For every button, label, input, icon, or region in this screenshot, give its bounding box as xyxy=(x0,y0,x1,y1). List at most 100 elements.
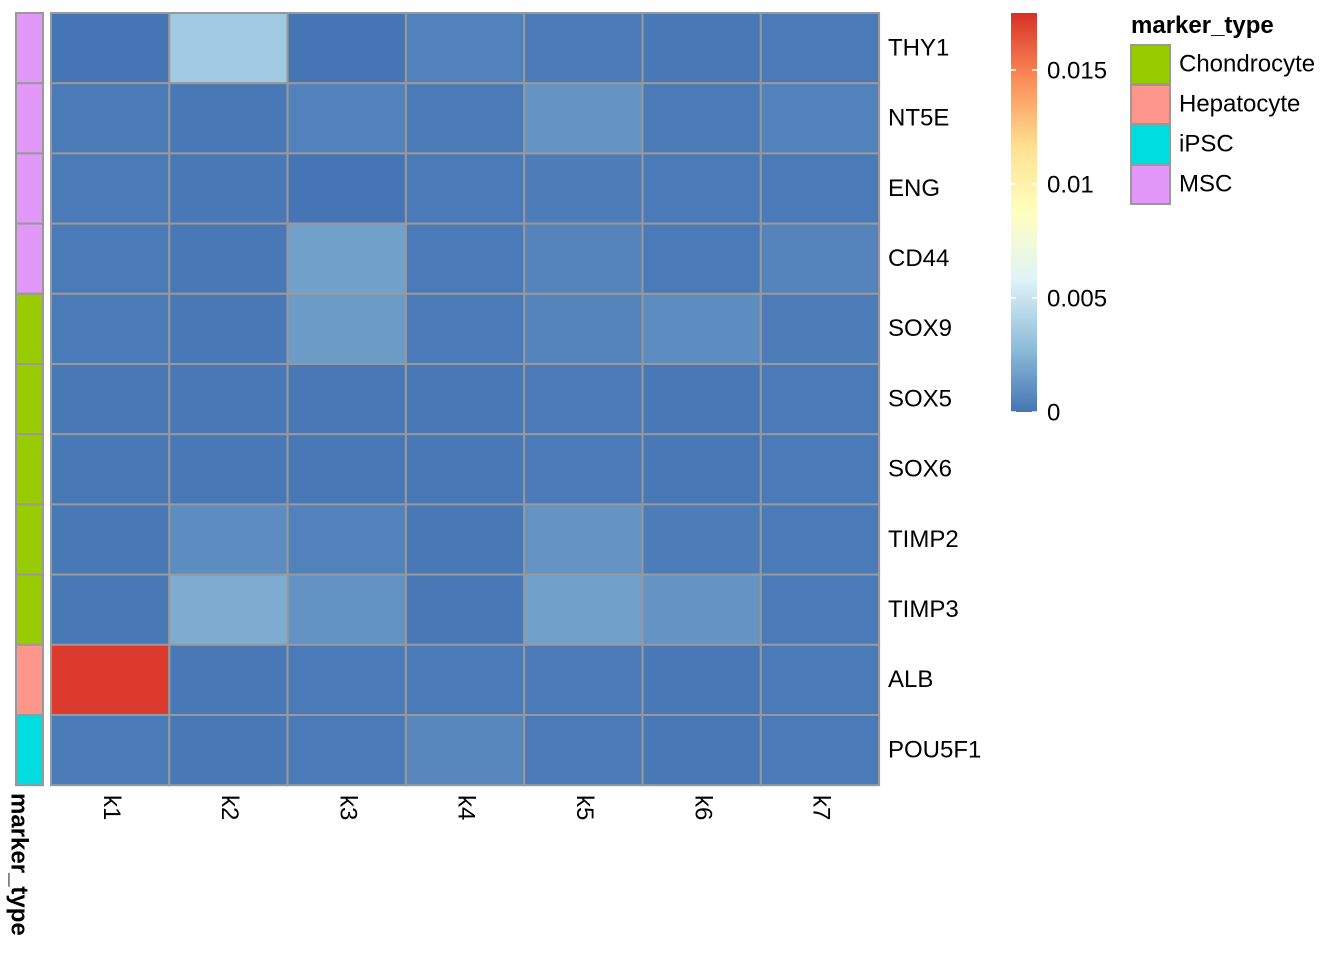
heatmap-cell-alb-k5 xyxy=(523,643,644,716)
heatmap-cell-sox5-k6 xyxy=(641,363,762,436)
annotation-cell-pou5f1 xyxy=(15,714,44,787)
heatmap-cell-sox9-k6 xyxy=(641,292,762,365)
column-label-k5: k5 xyxy=(571,795,598,820)
heatmap-cell-sox9-k2 xyxy=(168,292,289,365)
heatmap-cell-cd44-k5 xyxy=(523,222,644,295)
heatmap-cell-sox6-k5 xyxy=(523,433,644,506)
heatmap-cell-pou5f1-k2 xyxy=(168,714,289,787)
heatmap-cell-timp3-k2 xyxy=(168,573,289,646)
heatmap-cell-alb-k6 xyxy=(641,643,762,716)
heatmap-cell-sox6-k6 xyxy=(641,433,762,506)
heatmap-cell-nt5e-k3 xyxy=(286,82,407,155)
heatmap-cell-eng-k1 xyxy=(50,152,171,225)
heatmap-cell-timp3-k5 xyxy=(523,573,644,646)
legend-label-ipsc: iPSC xyxy=(1179,130,1234,157)
heatmap-cells xyxy=(50,12,881,787)
heatmap-cell-cd44-k4 xyxy=(404,222,526,295)
annotation-cell-sox5 xyxy=(15,363,44,436)
heatmap-cell-alb-k3 xyxy=(286,643,407,716)
legend-swatch-chondrocyte xyxy=(1130,44,1171,85)
heatmap-cell-eng-k3 xyxy=(286,152,407,225)
heatmap-cell-sox6-k3 xyxy=(286,433,407,506)
legend-swatch-hepatocyte xyxy=(1130,84,1171,125)
heatmap-cell-eng-k7 xyxy=(759,152,881,225)
annotation-cell-sox9 xyxy=(15,292,44,365)
colorbar-tick-label: 0 xyxy=(1047,399,1060,426)
row-annotation-column xyxy=(15,12,44,787)
heatmap-cell-sox5-k1 xyxy=(50,363,171,436)
heatmap-cell-alb-k7 xyxy=(759,643,881,716)
colorbar-gradient xyxy=(1011,13,1037,412)
heatmap-cell-thy1-k3 xyxy=(286,12,407,85)
heatmap-cell-sox6-k1 xyxy=(50,433,171,506)
heatmap-cell-sox9-k4 xyxy=(404,292,526,365)
heatmap-cell-eng-k2 xyxy=(168,152,289,225)
row-label-timp2: TIMP2 xyxy=(888,526,959,553)
heatmap-cell-timp3-k6 xyxy=(641,573,762,646)
heatmap-cell-thy1-k6 xyxy=(641,12,762,85)
heatmap-cell-timp2-k3 xyxy=(286,503,407,576)
row-labels: THY1 NT5E ENG CD44 SOX9 SOX5 SOX6 TIMP2 TIMP3 ALB… xyxy=(888,34,981,763)
column-label-k4: k4 xyxy=(453,795,480,820)
heatmap-cell-sox5-k5 xyxy=(523,363,644,436)
heatmap-cell-pou5f1-k4 xyxy=(404,714,526,787)
column-label-k6: k6 xyxy=(689,795,716,820)
row-label-sox9: SOX9 xyxy=(888,315,952,342)
heatmap-cell-timp2-k5 xyxy=(523,503,644,576)
row-label-thy1: THY1 xyxy=(888,34,949,61)
heatmap-cell-timp2-k7 xyxy=(759,503,881,576)
heatmap-cell-sox5-k4 xyxy=(404,363,526,436)
column-label-k1: k1 xyxy=(98,795,125,820)
row-label-alb: ALB xyxy=(888,666,933,693)
heatmap-cell-timp3-k7 xyxy=(759,573,881,646)
heatmap-cell-alb-k1 xyxy=(50,643,171,716)
annotation-cell-nt5e xyxy=(15,82,44,155)
legend-label-msc: MSC xyxy=(1179,170,1232,197)
heatmap-cell-nt5e-k7 xyxy=(759,82,881,155)
annotation-cell-alb xyxy=(15,643,44,716)
column-label-k2: k2 xyxy=(216,795,243,820)
annotation-cell-timp3 xyxy=(15,573,44,646)
heatmap-cell-pou5f1-k1 xyxy=(50,714,171,787)
heatmap-cell-nt5e-k2 xyxy=(168,82,289,155)
annotation-cell-cd44 xyxy=(15,222,44,295)
heatmap-cell-sox9-k5 xyxy=(523,292,644,365)
column-label-k7: k7 xyxy=(808,795,835,820)
heatmap-cell-sox6-k7 xyxy=(759,433,881,506)
column-labels: k1 k2 k3 k4 k5 k6 k7 xyxy=(98,795,835,820)
heatmap-cell-timp2-k2 xyxy=(168,503,289,576)
heatmap-cell-timp2-k1 xyxy=(50,503,171,576)
heatmap-cell-sox9-k7 xyxy=(759,292,881,365)
row-label-sox5: SOX5 xyxy=(888,385,952,412)
annotation-legend: marker_type Chondrocyte Hepatocyte iPSC MSC xyxy=(1130,12,1315,205)
heatmap-cell-pou5f1-k3 xyxy=(286,714,407,787)
heatmap-cell-eng-k6 xyxy=(641,152,762,225)
heatmap-cell-sox9-k3 xyxy=(286,292,407,365)
heatmap-cell-pou5f1-k5 xyxy=(523,714,644,787)
heatmap-cell-sox6-k2 xyxy=(168,433,289,506)
annotation-cell-thy1 xyxy=(15,12,44,85)
heatmap-cell-cd44-k6 xyxy=(641,222,762,295)
annotation-axis-title: marker_type xyxy=(6,793,33,936)
colorbar-tick-label: 0.005 xyxy=(1047,285,1107,312)
heatmap-cell-alb-k4 xyxy=(404,643,526,716)
legend-swatch-ipsc xyxy=(1130,124,1171,165)
heatmap-cell-eng-k4 xyxy=(404,152,526,225)
row-label-pou5f1: POU5F1 xyxy=(888,736,981,763)
heatmap-cell-timp2-k6 xyxy=(641,503,762,576)
annotation-cell-sox6 xyxy=(15,433,44,506)
legend-swatch-msc xyxy=(1130,164,1171,205)
colorbar-tick-label: 0.01 xyxy=(1047,171,1094,198)
annotation-cell-eng xyxy=(15,152,44,225)
heatmap-cell-sox9-k1 xyxy=(50,292,171,365)
row-label-timp3: TIMP3 xyxy=(888,596,959,623)
heatmap-cell-cd44-k2 xyxy=(168,222,289,295)
heatmap-cell-sox6-k4 xyxy=(404,433,526,506)
heatmap-cell-sox5-k3 xyxy=(286,363,407,436)
heatmap-cell-thy1-k1 xyxy=(50,12,171,85)
legend-label-chondrocyte: Chondrocyte xyxy=(1179,50,1315,77)
heatmap-cell-thy1-k4 xyxy=(404,12,526,85)
heatmap-cell-nt5e-k4 xyxy=(404,82,526,155)
heatmap-cell-nt5e-k1 xyxy=(50,82,171,155)
